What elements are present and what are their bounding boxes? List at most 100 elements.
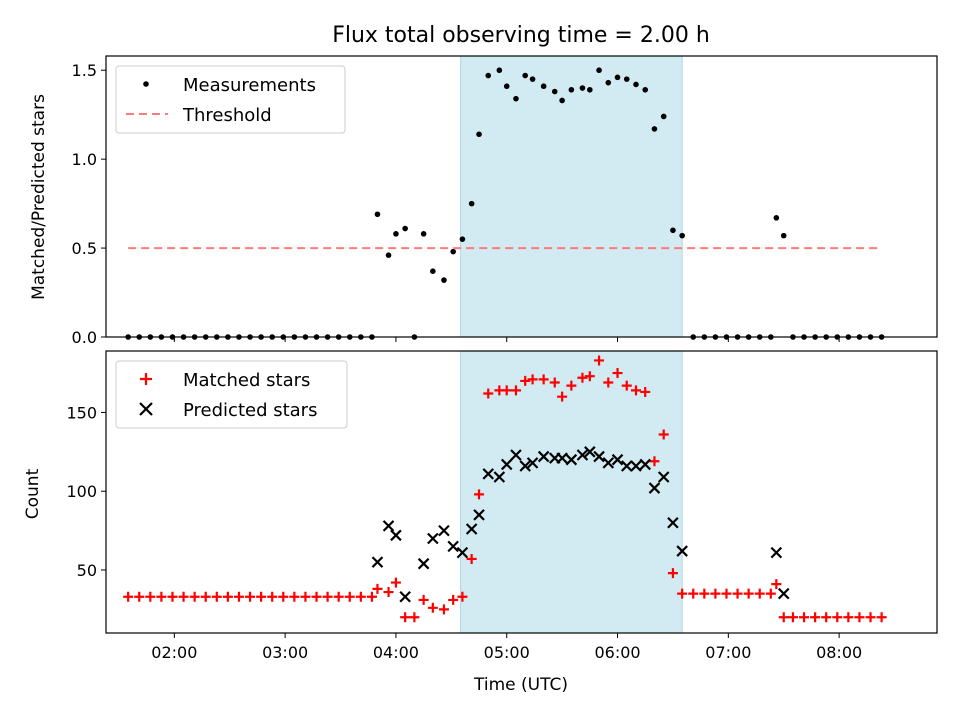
data-point [651,126,658,132]
data-point [448,594,459,605]
y-axis-label-bottom: Count [23,468,43,519]
data-point [167,591,178,602]
data-point [630,460,642,472]
data-point [876,612,887,623]
y-tick-label: 0.5 [72,239,97,258]
data-point [485,72,492,79]
data-point [178,591,189,602]
data-point [657,471,670,483]
data-point [540,83,547,90]
data-point [587,86,593,93]
data-point [732,588,743,599]
data-point [322,591,333,602]
x-axis-label: Time (UTC) [473,675,568,695]
data-point [679,232,685,239]
data-point [430,268,436,274]
legend: Measurements Threshold [115,65,346,134]
data-point [520,375,531,386]
data-point [383,587,394,598]
data-point [156,591,167,602]
data-point [639,458,652,471]
data-point [473,509,485,521]
data-point [529,76,536,82]
axes-frame [105,55,938,338]
data-point [278,591,289,602]
legend-frame [115,360,348,429]
chart-title: Flux total observing time = 2.00 h [332,23,710,48]
legend-marker-dot [143,81,149,87]
data-point [134,591,145,602]
data-point [457,591,468,602]
data-point [500,458,513,471]
data-point [465,523,478,535]
data-point [503,83,510,90]
data-point [559,97,565,104]
x-tick-label: 02:00 [151,643,197,662]
data-point [620,460,633,472]
data-point [385,252,392,258]
legend-label: Measurements [183,75,316,96]
x-tick-label: 03:00 [262,643,308,662]
data-point [579,85,586,91]
data-point [611,453,624,466]
data-point [200,591,211,602]
data-point [667,516,679,529]
data-point [456,546,469,559]
data-point [501,385,512,396]
data-point [123,591,134,602]
legend: Matched stars Predicted stars [115,360,348,429]
data-point [233,591,244,602]
data-point [556,452,568,464]
data-point [482,468,495,480]
data-point [568,86,575,93]
y-tick-label: 1.5 [72,61,97,80]
y-axis-label-top: Matched/Predicted stars [29,94,49,300]
data-point [510,449,522,461]
data-point [466,553,477,564]
x-tick-label: 07:00 [705,643,751,662]
data-point [642,86,649,93]
data-point [593,450,605,463]
data-point [621,380,632,391]
data-point [474,489,485,500]
data-point [496,67,503,74]
data-point [594,355,605,366]
data-point [670,227,676,234]
data-point [526,457,539,469]
data-point [344,591,355,602]
data-point [420,231,427,237]
data-point [549,377,560,388]
data-point [289,591,300,602]
data-point [222,591,233,602]
data-point [513,95,519,102]
data-point [382,520,395,532]
data-point [633,81,639,88]
data-point [566,380,577,391]
data-point [721,588,732,599]
data-point [390,529,402,542]
data-point [777,587,790,600]
data-point [614,74,621,81]
data-point [584,371,595,382]
data-point [402,225,408,232]
data-point [522,72,528,79]
data-point [483,388,494,399]
data-point [648,482,661,494]
data-point [565,453,578,466]
data-point [390,577,401,588]
y-tick-label: 150 [66,403,97,422]
data-point [773,215,780,221]
data-point [770,546,783,559]
data-point [538,374,549,385]
data-point [459,236,466,242]
x-tick-label: 08:00 [816,643,862,662]
data-point [438,524,450,537]
data-point [333,591,344,602]
data-point [245,591,256,602]
data-point [810,612,821,623]
data-point [557,391,568,402]
data-point [300,591,311,602]
data-point [765,588,776,599]
data-point [576,449,589,461]
data-point [145,591,156,602]
